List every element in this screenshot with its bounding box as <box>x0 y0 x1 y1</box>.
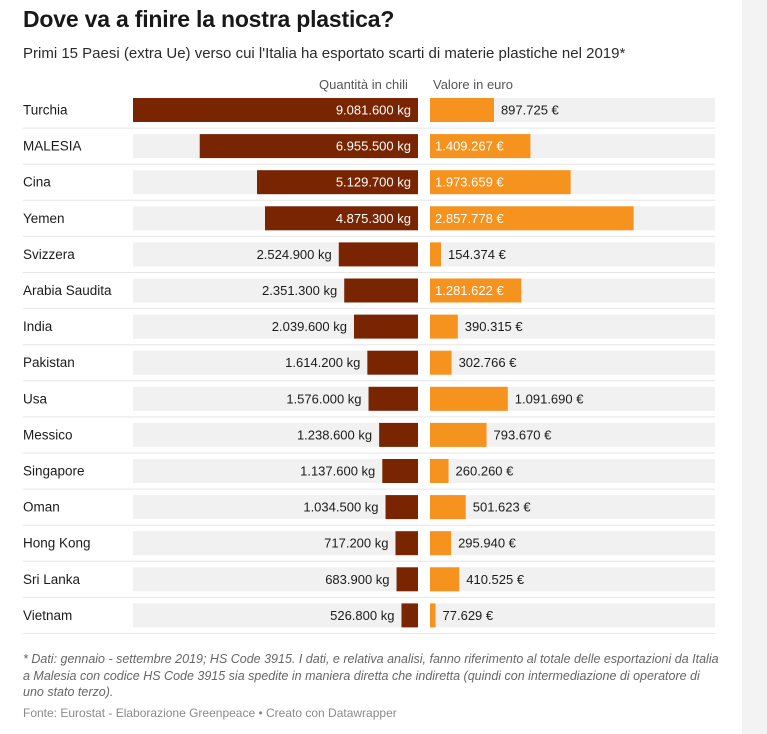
quantity-bar <box>395 531 418 556</box>
value-bar <box>430 134 531 159</box>
chart-footnote: * Dati: gennaio - settembre 2019; HS Cod… <box>23 652 719 699</box>
quantity-bar <box>396 567 418 592</box>
quantity-value-label: 5.129.700 kg <box>336 175 411 190</box>
value-bar <box>430 459 449 483</box>
quantity-value-label: 1.238.600 kg <box>297 427 372 442</box>
value-bar <box>430 567 460 592</box>
country-label: India <box>23 319 53 334</box>
value-bar <box>430 314 458 339</box>
country-label: Hong Kong <box>23 536 91 551</box>
quantity-bar <box>367 350 418 375</box>
value-bar <box>430 386 508 411</box>
quantity-row-background <box>133 603 418 628</box>
quantity-bar <box>344 278 418 303</box>
value-bar <box>430 422 487 447</box>
quantity-bar <box>385 495 418 520</box>
quantity-value-label: 9.081.600 kg <box>336 103 411 118</box>
country-label: Arabia Saudita <box>23 283 112 298</box>
right-scroll-strip <box>742 0 767 734</box>
bar-chart: Turchia 9.081.600 kg 897.725 € MALESIA 6.955… <box>23 98 715 634</box>
value-euro-label: 390.315 € <box>465 319 524 334</box>
value-euro-label: 2.857.778 € <box>435 211 504 226</box>
column-header-quantity: Quantità in chili <box>319 77 408 92</box>
quantity-value-label: 4.875.300 kg <box>336 211 411 226</box>
quantity-row-background <box>133 459 418 483</box>
value-row-background <box>430 242 715 267</box>
value-euro-label: 295.940 € <box>458 536 517 551</box>
value-euro-label: 1.409.267 € <box>435 139 504 154</box>
quantity-value-label: 2.524.900 kg <box>257 247 332 262</box>
value-bar <box>430 170 571 195</box>
value-bar <box>430 603 436 628</box>
value-euro-label: 154.374 € <box>448 247 507 262</box>
quantity-bar <box>257 170 418 195</box>
quantity-value-label: 2.039.600 kg <box>272 319 347 334</box>
quantity-bar <box>265 206 418 231</box>
country-label: Usa <box>23 391 47 406</box>
value-euro-label: 793.670 € <box>494 427 553 442</box>
country-label: Singapore <box>23 464 85 479</box>
value-euro-label: 1.973.659 € <box>435 175 504 190</box>
country-label: Oman <box>23 500 60 515</box>
chart-subtitle: Primi 15 Paesi (extra Ue) verso cui l'It… <box>23 45 626 62</box>
quantity-bar <box>379 422 418 447</box>
value-euro-label: 1.281.622 € <box>435 283 504 298</box>
quantity-value-label: 717.200 kg <box>324 536 388 551</box>
value-row-background <box>430 567 715 592</box>
value-row-background <box>430 603 715 628</box>
country-label: Sri Lanka <box>23 572 81 587</box>
quantity-bar <box>338 242 418 267</box>
country-label: Yemen <box>23 211 65 226</box>
value-row-background <box>430 459 715 483</box>
quantity-value-label: 526.800 kg <box>330 608 394 623</box>
quantity-value-label: 1.576.000 kg <box>286 391 361 406</box>
value-row-background <box>430 350 715 375</box>
column-header-value: Valore in euro <box>433 77 513 92</box>
chart-title: Dove va a finire la nostra plastica? <box>23 6 395 32</box>
value-euro-label: 1.091.690 € <box>515 391 584 406</box>
quantity-bar <box>133 98 418 122</box>
quantity-bar <box>382 459 418 483</box>
value-euro-label: 77.629 € <box>443 608 494 623</box>
value-bar <box>430 98 494 122</box>
chart-source: Fonte: Eurostat - Elaborazione Greenpeac… <box>23 706 397 720</box>
quantity-value-label: 1.034.500 kg <box>303 500 378 515</box>
value-row-background <box>430 531 715 556</box>
country-label: Turchia <box>23 103 68 118</box>
quantity-bar <box>353 314 418 339</box>
value-euro-label: 897.725 € <box>501 103 560 118</box>
country-label: Svizzera <box>23 247 75 262</box>
value-bar <box>430 531 452 556</box>
value-euro-label: 260.260 € <box>456 464 515 479</box>
quantity-bar <box>368 386 418 411</box>
value-bar <box>430 278 522 303</box>
country-label: MALESIA <box>23 139 82 154</box>
value-euro-label: 410.525 € <box>466 572 525 587</box>
quantity-bar <box>401 603 418 628</box>
quantity-row-background <box>133 422 418 447</box>
quantity-value-label: 6.955.500 kg <box>336 139 411 154</box>
value-row-background <box>430 495 715 520</box>
quantity-row-background <box>133 495 418 520</box>
quantity-row-background <box>133 567 418 592</box>
value-euro-label: 302.766 € <box>459 355 518 370</box>
quantity-value-label: 683.900 kg <box>325 572 389 587</box>
quantity-value-label: 2.351.300 kg <box>262 283 337 298</box>
value-bar <box>430 242 441 267</box>
quantity-value-label: 1.137.600 kg <box>300 464 375 479</box>
value-bar <box>430 206 634 231</box>
value-bar <box>430 495 466 520</box>
value-bar <box>430 350 452 375</box>
value-euro-label: 501.623 € <box>473 500 532 515</box>
country-label: Pakistan <box>23 355 75 370</box>
country-label: Cina <box>23 175 51 190</box>
value-row-background <box>430 314 715 339</box>
quantity-bar <box>199 134 418 159</box>
quantity-row-background <box>133 531 418 556</box>
quantity-value-label: 1.614.200 kg <box>285 355 360 370</box>
country-label: Vietnam <box>23 608 72 623</box>
country-label: Messico <box>23 427 73 442</box>
